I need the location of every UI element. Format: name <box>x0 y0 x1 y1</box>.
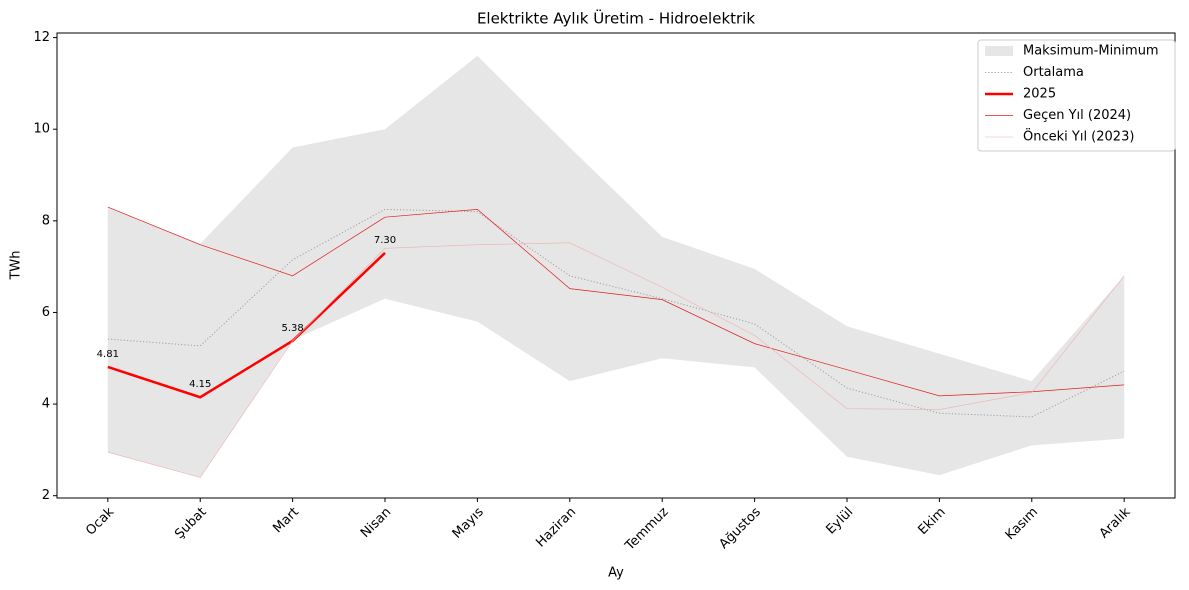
series-line <box>107 206 1125 397</box>
x-tick-label: Ağustos <box>717 505 765 553</box>
series-line <box>107 242 1125 478</box>
x-tick-label: Temmuz <box>622 505 672 555</box>
x-tick-label: Nisan <box>358 505 394 541</box>
y-tick-label: 2 <box>42 488 50 503</box>
x-tick-label: Aralık <box>1097 504 1134 541</box>
y-tick-label: 8 <box>42 213 50 228</box>
data-label: 4.81 <box>97 349 119 360</box>
y-tick-label: 6 <box>42 305 50 320</box>
plot-frame <box>56 32 1176 499</box>
legend-label: Ortalama <box>1023 65 1084 80</box>
y-axis-label: TWh <box>9 250 24 280</box>
series-line <box>107 251 386 399</box>
x-tick-label: Şubat <box>172 505 209 542</box>
x-tick-label: Ocak <box>83 504 117 538</box>
data-label: 4.15 <box>189 379 211 390</box>
y-tick-label: 12 <box>33 30 50 45</box>
legend-swatch <box>985 46 1013 56</box>
x-tick-label: Ekim <box>915 505 948 538</box>
x-axis-label: Ay <box>608 566 624 581</box>
range-area <box>107 55 1125 478</box>
x-tick-label: Haziran <box>533 505 579 551</box>
y-tick-label: 10 <box>33 122 50 137</box>
series-line <box>107 208 1125 418</box>
x-tick-label: Mayıs <box>450 505 487 542</box>
legend-label: Maksimum-Minimum <box>1023 44 1159 59</box>
legend-label: Önceki Yıl (2023) <box>1023 128 1134 145</box>
x-tick-label: Mart <box>270 505 302 537</box>
legend-label: Geçen Yıl (2024) <box>1023 108 1131 123</box>
legend-box <box>977 39 1176 152</box>
data-label: 5.38 <box>281 323 303 334</box>
legend-label: 2025 <box>1023 87 1056 102</box>
data-label: 7.30 <box>374 235 396 246</box>
y-tick-label: 4 <box>42 397 50 412</box>
chart-title: Elektrikte Aylık Üretim - Hidroelektrik <box>477 9 755 28</box>
x-tick-label: Eylül <box>824 505 857 538</box>
x-tick-label: Kasım <box>1003 505 1041 543</box>
